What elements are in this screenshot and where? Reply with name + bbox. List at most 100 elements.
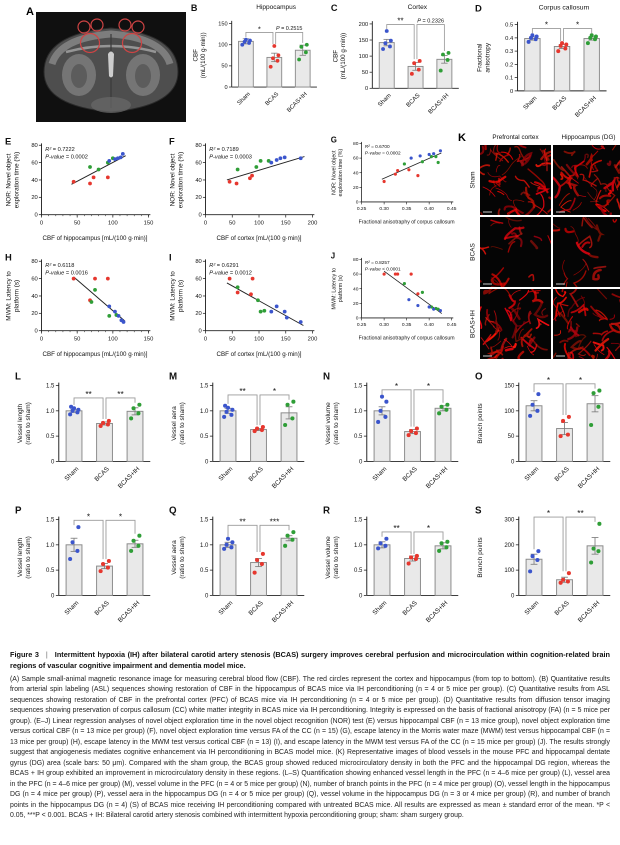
svg-text:Sham: Sham bbox=[524, 600, 541, 617]
panel-r-chart: 0 0.5 1.0 1.5 Vessel volume (ratio to sham) Sh… bbox=[322, 502, 468, 640]
svg-text:P-value = 0.0002: P-value = 0.0002 bbox=[45, 154, 88, 160]
svg-text:*: * bbox=[579, 376, 583, 385]
svg-text:0: 0 bbox=[359, 593, 363, 599]
svg-text:0.3: 0.3 bbox=[505, 49, 513, 55]
svg-text:BCAS+IH: BCAS+IH bbox=[271, 465, 296, 490]
svg-text:anisotropy: anisotropy bbox=[485, 42, 492, 72]
svg-text:(ratio to sham): (ratio to sham) bbox=[333, 536, 340, 579]
svg-text:R² = 0.6118: R² = 0.6118 bbox=[45, 263, 74, 269]
k-image-bcasih-dg bbox=[553, 289, 620, 359]
svg-text:0: 0 bbox=[356, 200, 359, 206]
svg-text:1.0: 1.0 bbox=[200, 543, 209, 549]
svg-text:F: F bbox=[169, 136, 175, 146]
svg-text:80: 80 bbox=[195, 259, 201, 265]
svg-text:MWM: Latency to: MWM: Latency to bbox=[332, 268, 338, 310]
svg-text:Sham: Sham bbox=[522, 95, 538, 111]
svg-text:(ratio to sham): (ratio to sham) bbox=[333, 402, 340, 445]
svg-text:D: D bbox=[475, 3, 482, 14]
panel-o-chart: 0 50 100 150 Branch points Sham BCAS BCAS+IH * * O bbox=[474, 368, 620, 506]
svg-text:80: 80 bbox=[31, 259, 37, 265]
svg-text:Branch points: Branch points bbox=[477, 403, 484, 444]
svg-text:BCAS+IH: BCAS+IH bbox=[577, 599, 602, 624]
svg-text:Vessel volume: Vessel volume bbox=[325, 402, 332, 445]
svg-text:40: 40 bbox=[195, 294, 201, 300]
k-image-sham-dg bbox=[553, 145, 620, 215]
svg-text:N: N bbox=[323, 372, 330, 383]
svg-text:60: 60 bbox=[353, 272, 359, 278]
svg-text:Vessel length: Vessel length bbox=[17, 537, 24, 577]
k-row-label-bcasih: BCAS+IH bbox=[469, 310, 476, 338]
svg-text:*: * bbox=[427, 382, 431, 391]
svg-text:0: 0 bbox=[365, 86, 368, 92]
svg-text:BCAS: BCAS bbox=[554, 466, 571, 483]
svg-text:Sham: Sham bbox=[237, 91, 252, 106]
svg-text:Sham: Sham bbox=[218, 466, 235, 483]
svg-text:BCAS: BCAS bbox=[551, 95, 568, 112]
svg-text:0.5: 0.5 bbox=[505, 23, 514, 29]
caption-body: (A) Sample small-animal magnetic resonan… bbox=[10, 675, 610, 820]
svg-text:60: 60 bbox=[195, 160, 201, 166]
svg-text:0.25: 0.25 bbox=[357, 206, 367, 212]
svg-text:0: 0 bbox=[204, 221, 207, 227]
svg-text:(ratio to sham): (ratio to sham) bbox=[179, 402, 186, 445]
svg-text:150: 150 bbox=[281, 337, 291, 343]
svg-text:100: 100 bbox=[504, 409, 515, 415]
svg-text:P = 0.2515: P = 0.2515 bbox=[276, 26, 302, 32]
svg-text:100: 100 bbox=[254, 337, 264, 343]
svg-text:20: 20 bbox=[31, 311, 37, 317]
panel-i-chart: 0 20 40 60 80 0 50 100 150 200 MWM: Latency to plat… bbox=[168, 250, 320, 361]
svg-text:B: B bbox=[191, 3, 198, 13]
svg-text:Fractional anisotraphy of corp: Fractional anisotraphy of corpus callosu… bbox=[359, 219, 455, 225]
svg-text:0.1: 0.1 bbox=[505, 76, 513, 82]
svg-text:MWM: Latency to: MWM: Latency to bbox=[170, 271, 177, 321]
svg-text:1.0: 1.0 bbox=[354, 409, 363, 415]
k-image-bcas-pfc bbox=[480, 217, 551, 287]
svg-text:60: 60 bbox=[195, 276, 201, 282]
svg-text:*: * bbox=[545, 21, 548, 30]
k-row-label-sham: Sham bbox=[469, 171, 476, 189]
svg-text:*: * bbox=[119, 512, 123, 521]
svg-text:100: 100 bbox=[108, 337, 118, 343]
svg-text:BCAS: BCAS bbox=[94, 466, 111, 483]
panel-j-chart: 0 20 40 60 80 0.25 0.30 0.35 0.40 0.45 MWM: Latenc… bbox=[330, 250, 458, 343]
k-grid-corner bbox=[467, 132, 478, 143]
svg-text:*: * bbox=[395, 382, 399, 391]
svg-text:0: 0 bbox=[511, 459, 515, 465]
svg-text:0.5: 0.5 bbox=[46, 434, 55, 440]
svg-text:Sham: Sham bbox=[218, 600, 235, 617]
svg-text:0.25: 0.25 bbox=[357, 322, 367, 328]
svg-text:BCAS: BCAS bbox=[402, 466, 419, 483]
svg-text:P: P bbox=[15, 506, 22, 517]
svg-text:60: 60 bbox=[353, 156, 359, 162]
svg-text:80: 80 bbox=[353, 257, 359, 263]
svg-text:20: 20 bbox=[31, 195, 37, 201]
svg-text:200: 200 bbox=[359, 22, 369, 28]
svg-text:BCAS: BCAS bbox=[94, 600, 111, 617]
svg-text:BCAS+IH: BCAS+IH bbox=[117, 465, 142, 490]
svg-text:1.5: 1.5 bbox=[200, 517, 209, 523]
svg-text:Sham: Sham bbox=[372, 466, 389, 483]
svg-text:80: 80 bbox=[31, 143, 37, 149]
svg-text:50: 50 bbox=[508, 434, 515, 440]
panel-a-mri: A bbox=[26, 6, 190, 128]
svg-text:**: ** bbox=[239, 517, 246, 526]
svg-text:**: ** bbox=[239, 387, 246, 396]
svg-text:P = 0.2326: P = 0.2326 bbox=[417, 18, 444, 24]
svg-text:1.5: 1.5 bbox=[354, 517, 363, 523]
svg-text:Sham: Sham bbox=[64, 600, 81, 617]
svg-text:0.45: 0.45 bbox=[447, 206, 457, 212]
svg-text:50: 50 bbox=[74, 337, 80, 343]
svg-text:Vessel length: Vessel length bbox=[17, 403, 24, 443]
svg-text:R² = 0.8257: R² = 0.8257 bbox=[365, 260, 390, 266]
svg-text:150: 150 bbox=[359, 38, 369, 44]
svg-text:0: 0 bbox=[40, 221, 43, 227]
svg-text:BCAS+IH: BCAS+IH bbox=[425, 465, 450, 490]
svg-text:0: 0 bbox=[510, 89, 514, 95]
svg-text:0.30: 0.30 bbox=[379, 206, 389, 212]
svg-text:100: 100 bbox=[108, 221, 118, 227]
svg-text:BCAS: BCAS bbox=[402, 600, 419, 617]
svg-text:BCAS: BCAS bbox=[406, 93, 422, 109]
svg-text:40: 40 bbox=[353, 170, 359, 176]
svg-text:R² = 0.7189: R² = 0.7189 bbox=[209, 147, 238, 153]
